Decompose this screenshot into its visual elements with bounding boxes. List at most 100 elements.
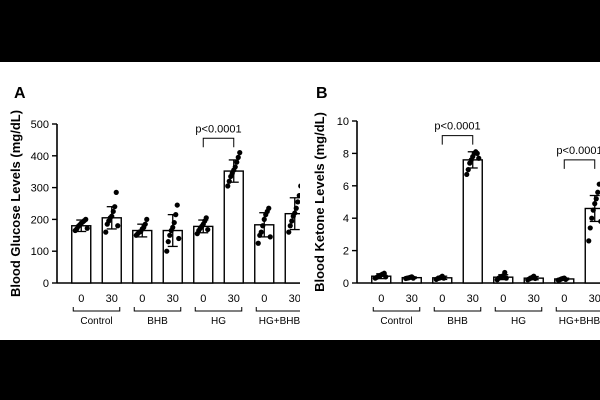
panel-letter: A [14,85,26,102]
x-tick-label: 30 [528,293,540,305]
data-point [563,276,569,283]
y-tick-label: 10 [337,116,349,128]
data-point [255,240,261,246]
significance-label: p<0.0001 [434,121,480,133]
bar [71,225,92,284]
data-point [170,224,176,230]
data-point [595,189,600,195]
data-point [110,208,116,215]
group-label: BHB [147,316,168,327]
y-tick-label: 8 [343,148,349,160]
bar [132,229,153,284]
data-point [287,223,293,229]
data-point [289,218,295,224]
x-tick-label: 0 [439,293,445,305]
group-bracket [433,307,482,312]
data-point [592,201,598,207]
data-point [83,216,89,222]
group-label: HG [211,316,226,327]
data-point [465,167,471,173]
x-tick-label: 0 [561,293,567,305]
data-point [234,159,240,165]
data-point [502,269,508,276]
data-point [174,202,180,208]
x-tick-label: 30 [228,293,240,305]
data-point [84,225,90,231]
x-tick-label: 0 [139,293,145,305]
y-tick-label: 6 [343,181,349,193]
significance-bracket [202,137,235,148]
group-bracket [194,307,243,312]
group-bracket [133,307,182,312]
data-point [532,275,538,282]
significance-label: p<0.0001 [556,145,600,157]
data-point [109,213,115,219]
data-point [267,234,273,240]
data-point [293,205,299,211]
data-point [203,215,209,221]
data-point [165,239,171,245]
group-label: Control [80,316,112,327]
x-tick-label: 30 [589,293,600,305]
y-tick-label: 400 [31,151,49,163]
y-axis-label: Blood Ketone Levels (mg/dL) [312,112,327,292]
data-point [113,189,119,195]
data-point [286,229,292,235]
data-point [383,274,389,280]
y-tick-label: 2 [343,246,349,258]
figure: A Blood Glucose Levels (mg/dL) 0 100 200 300 4… [0,62,600,340]
data-point [173,212,179,218]
data-point [205,226,211,233]
x-tick-label: 0 [78,293,84,305]
chart-panel-b: B Blood Ketone Levels (mg/dL) 0 2 4 6 8 10 0 30 0 3… [312,85,600,327]
data-point [593,196,599,202]
data-point [266,205,272,211]
data-point [587,225,593,231]
significance-bracket [441,135,474,145]
x-tick-label: 30 [289,293,300,305]
data-point [237,150,243,156]
data-point [164,248,170,254]
data-point [441,275,447,281]
x-tick-label: 30 [406,293,418,305]
x-tick-label: 0 [261,293,267,305]
bar [284,212,300,284]
data-point [176,235,182,242]
y-tick-label: 500 [31,119,49,131]
data-point [596,181,600,187]
x-tick-label: 0 [500,293,506,305]
data-point [232,164,238,170]
x-tick-label: 30 [106,293,118,305]
data-point [260,223,266,229]
group-label: Control [380,316,412,327]
y-tick-label: 4 [343,213,349,225]
x-tick-label: 0 [378,293,384,305]
group-bracket [255,307,300,312]
data-point [476,155,482,161]
bar [462,159,483,284]
data-point [112,204,118,210]
significance-label: p<0.0001 [195,123,241,135]
data-point [474,150,480,156]
y-tick-label: 0 [43,278,49,290]
data-point [590,207,596,213]
y-tick-label: 0 [343,278,349,290]
data-point [503,275,509,281]
data-point [410,275,416,281]
y-tick-label: 200 [31,214,49,226]
group-bracket [555,307,600,312]
data-point [296,192,300,199]
data-point [464,171,470,178]
data-point [171,219,177,226]
group-bracket [372,307,421,312]
data-point [261,216,267,222]
data-point [295,199,300,205]
group-label: BHB [447,316,468,327]
group-bracket [494,307,543,312]
x-tick-label: 30 [167,293,179,305]
data-point [292,210,298,216]
group-label: HG+BHB [259,316,300,327]
data-point [298,183,300,189]
data-point [225,183,231,189]
